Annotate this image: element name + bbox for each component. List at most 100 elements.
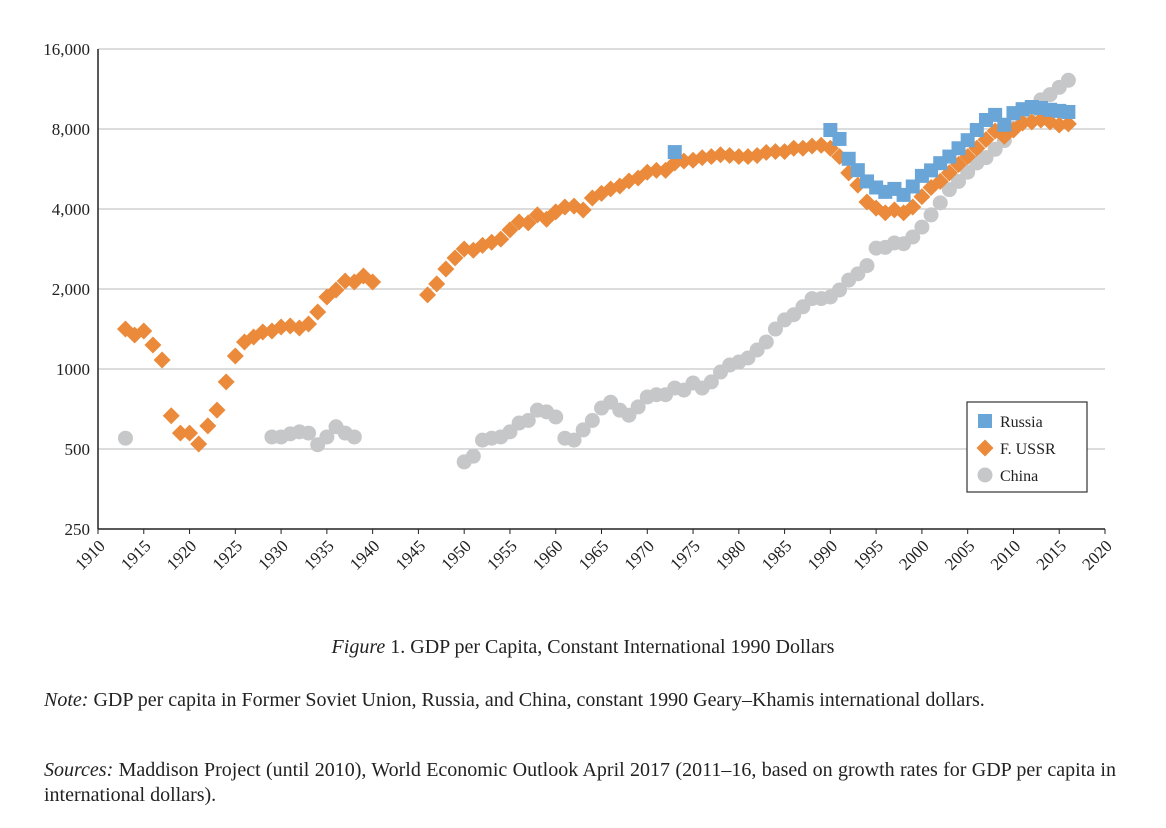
f-ussr-point [574,201,592,219]
china-point [923,207,939,223]
f-ussr-point [364,273,382,291]
f-ussr-point [446,249,464,267]
china-point [914,219,930,235]
china-point [548,409,564,425]
f-ussr-point [492,230,510,248]
china-point [346,429,362,445]
caption-label: Figure [331,636,386,658]
china-point [630,399,646,415]
f-ussr-point [647,161,665,179]
f-ussr-point [190,435,208,453]
russia-point [997,117,1012,132]
x-tick-label: 1925 [209,536,246,573]
figure-sources: Sources: Maddison Project (until 2010), … [44,758,1116,808]
x-tick-label: 1940 [346,536,383,573]
china-point [117,430,133,446]
china-point [758,334,774,350]
x-tick-label: 1985 [758,536,795,573]
f-ussr-point [327,281,345,299]
f-ussr-point [208,401,226,419]
sources-text: Maddison Project (until 2010), World Eco… [44,759,1116,806]
china-point [301,425,317,441]
f-ussr-point [309,303,327,321]
f-ussr-point [153,351,171,369]
figure-caption: Figure 1. GDP per Capita, Constant Inter… [0,636,1166,659]
figure-note: Note: GDP per capita in Former Soviet Un… [44,688,1116,713]
note-label: Note: [44,689,89,711]
x-tick-label: 1915 [117,536,154,573]
legend-marker-square-icon [978,414,992,428]
f-ussr-point [144,336,162,354]
f-ussr-point [199,417,217,435]
f-ussr-point [428,275,446,293]
f-ussr-point [226,347,244,365]
x-tick-label: 1930 [254,536,291,573]
y-tick-label: 250 [65,520,91,539]
legend-marker-circle-icon [977,467,993,483]
y-tick-label: 500 [65,440,91,459]
f-ussr-point [181,424,199,442]
x-tick-label: 1970 [621,536,658,573]
china-point [960,164,976,180]
russia-point [905,179,920,194]
x-tick-label: 1945 [392,536,429,573]
x-tick-label: 1975 [666,536,703,573]
china-point [575,422,591,438]
x-tick-label: 1980 [712,536,749,573]
china-point [859,258,875,274]
f-ussr-point [419,286,437,304]
china-point [566,432,582,448]
russia-point [1061,104,1076,119]
china-point [932,195,948,211]
f-ussr-point [519,214,537,232]
x-tick-label: 2020 [1078,536,1115,573]
china-point [832,282,848,298]
china-point [703,374,719,390]
x-tick-label: 1910 [71,536,108,573]
legend-label: Russia [1000,414,1043,431]
sources-label: Sources: [44,759,114,781]
f-ussr-point [766,143,784,161]
x-tick-label: 1960 [529,536,566,573]
f-ussr-point [437,260,455,278]
x-tick-label: 1955 [483,536,520,573]
x-tick-label: 2015 [1033,536,1070,573]
legend-label: F. USSR [1000,441,1056,458]
legend-marker-diamond-icon [976,439,994,457]
f-ussr-point [904,198,922,216]
y-tick-label: 1000 [56,360,90,379]
y-tick-label: 2,000 [52,280,90,299]
x-tick-label: 2000 [895,536,932,573]
x-tick-label: 1995 [849,536,886,573]
f-ussr-point [300,315,318,333]
f-ussr-point [217,373,235,391]
china-point [1060,72,1076,88]
legend-label: China [1000,468,1038,485]
f-ussr-point [162,407,180,425]
russia-point [667,145,682,160]
china-point [905,229,921,245]
china-point [951,173,967,189]
f-ussr-point [730,148,748,166]
china-point [465,448,481,464]
x-tick-label: 1935 [300,536,337,573]
f-ussr-point [171,424,189,442]
x-tick-label: 1990 [804,536,841,573]
f-ussr-point [785,139,803,157]
china-point [767,321,783,337]
y-tick-label: 4,000 [52,200,90,219]
f-ussr-point [135,322,153,340]
x-tick-label: 2005 [941,536,978,573]
y-tick-label: 16,000 [43,40,90,59]
x-tick-label: 1965 [575,536,612,573]
russia-point [850,163,865,178]
x-tick-label: 1920 [163,536,200,573]
note-text: GDP per capita in Former Soviet Union, R… [88,689,985,711]
caption-text: 1. GDP per Capita, Constant Internationa… [385,636,835,658]
china-point [520,413,536,429]
china-point [319,429,335,445]
y-tick-label: 8,000 [52,120,90,139]
x-tick-label: 2010 [987,536,1024,573]
russia-point [832,131,847,146]
